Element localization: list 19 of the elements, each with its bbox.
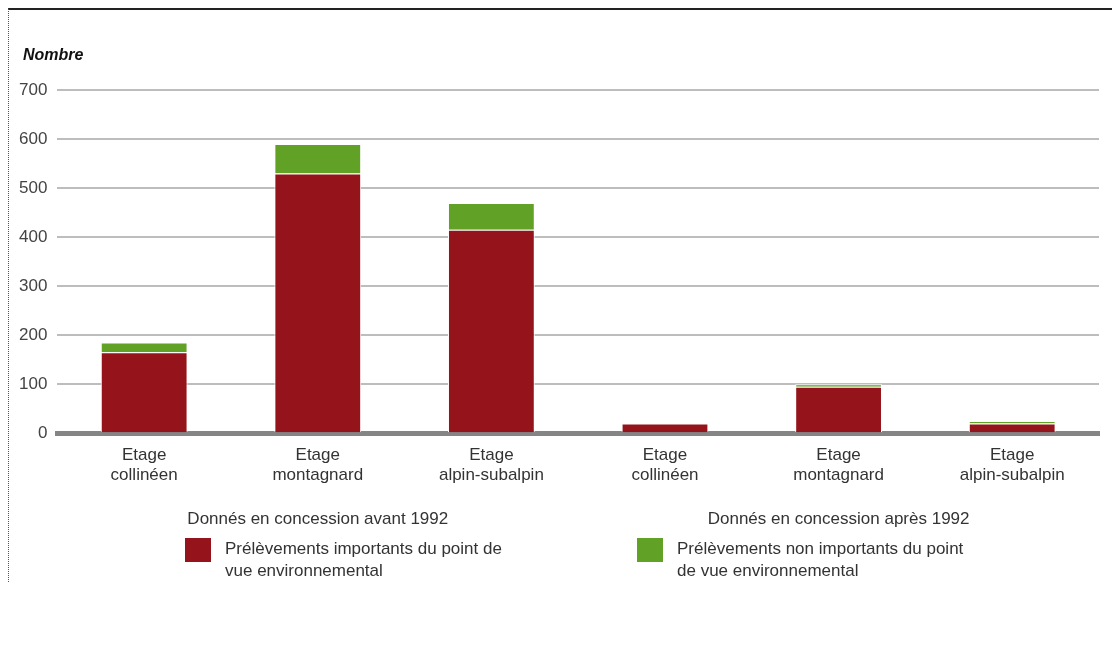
legend-label: Prélèvements importants du point de vue environnemental [225, 538, 503, 582]
text: Donnés en concession avant 1992 [187, 509, 449, 529]
y-tick-label: 200 [18, 324, 48, 344]
x-tick-label: Etage collinéen [631, 445, 699, 485]
y-tick-label: 100 [18, 373, 48, 393]
x-tick-label: Etage montagnard [272, 445, 364, 485]
y-axis-title: Nombre [22, 45, 85, 65]
y-tick-label: 500 [18, 177, 48, 197]
y-tick-label: 300 [18, 275, 48, 295]
x-tick-label: Etage alpin-subalpin [959, 445, 1065, 485]
y-tick-label: 600 [18, 128, 48, 148]
y-tick-label: 400 [18, 226, 48, 246]
legend-label: Prélèvements non importants du point de vue environnemental [677, 538, 965, 582]
text: Donnés en concession après 1992 [707, 509, 970, 529]
x-tick-label: Etage montagnard [793, 445, 884, 485]
y-tick-label: 0 [37, 422, 48, 442]
x-tick-label: Etage alpin-subalpin [438, 445, 544, 485]
y-tick-label: 700 [18, 79, 48, 99]
x-tick-label: Etage collinéen [110, 445, 178, 485]
